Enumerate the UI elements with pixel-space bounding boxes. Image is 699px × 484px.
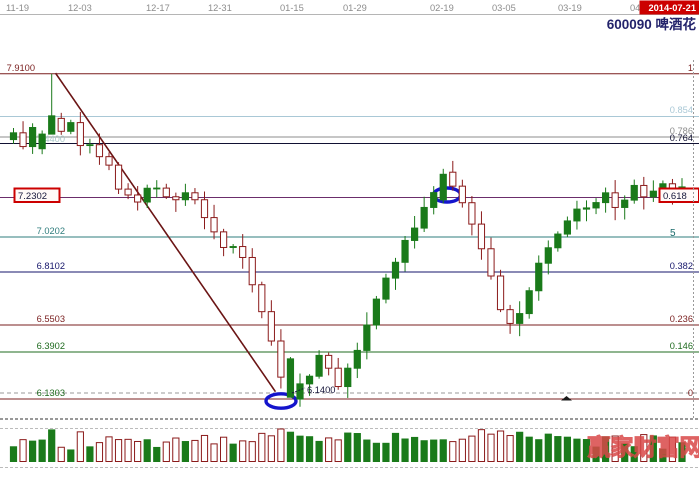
svg-text:02-19: 02-19 bbox=[430, 3, 454, 13]
svg-text:0.236: 0.236 bbox=[670, 314, 693, 324]
svg-text:7.0202: 7.0202 bbox=[37, 226, 65, 236]
svg-text:03-05: 03-05 bbox=[492, 3, 516, 13]
svg-text:6.1400: 6.1400 bbox=[307, 385, 335, 395]
svg-text:0.146: 0.146 bbox=[670, 341, 693, 351]
svg-text:0: 0 bbox=[688, 388, 693, 398]
svg-text:2014-07-21: 2014-07-21 bbox=[648, 3, 696, 13]
svg-text:6.5503: 6.5503 bbox=[37, 314, 65, 324]
svg-text:12-17: 12-17 bbox=[146, 3, 170, 13]
svg-text:12-31: 12-31 bbox=[208, 3, 232, 13]
svg-text:0.764: 0.764 bbox=[670, 133, 693, 143]
svg-text:6.8102: 6.8102 bbox=[37, 261, 65, 271]
svg-text:0.854: 0.854 bbox=[670, 105, 693, 115]
svg-text:03-19: 03-19 bbox=[558, 3, 582, 13]
svg-text:01-15: 01-15 bbox=[280, 3, 304, 13]
svg-text:5: 5 bbox=[670, 228, 676, 239]
svg-text:6.1303: 6.1303 bbox=[37, 388, 65, 398]
svg-text:0.382: 0.382 bbox=[670, 261, 693, 271]
svg-text:7.9100: 7.9100 bbox=[7, 63, 35, 73]
svg-text:6.3902: 6.3902 bbox=[37, 341, 65, 351]
svg-text:7.2302: 7.2302 bbox=[18, 191, 47, 202]
svg-text:600090 啤酒花: 600090 啤酒花 bbox=[607, 16, 697, 32]
svg-text:01-29: 01-29 bbox=[343, 3, 367, 13]
svg-text:1: 1 bbox=[688, 63, 693, 73]
svg-text:0.618: 0.618 bbox=[663, 191, 687, 202]
svg-text:11-19: 11-19 bbox=[6, 3, 29, 13]
svg-text:赢家财富网: 赢家财富网 bbox=[588, 434, 699, 460]
svg-text:12-03: 12-03 bbox=[68, 3, 92, 13]
